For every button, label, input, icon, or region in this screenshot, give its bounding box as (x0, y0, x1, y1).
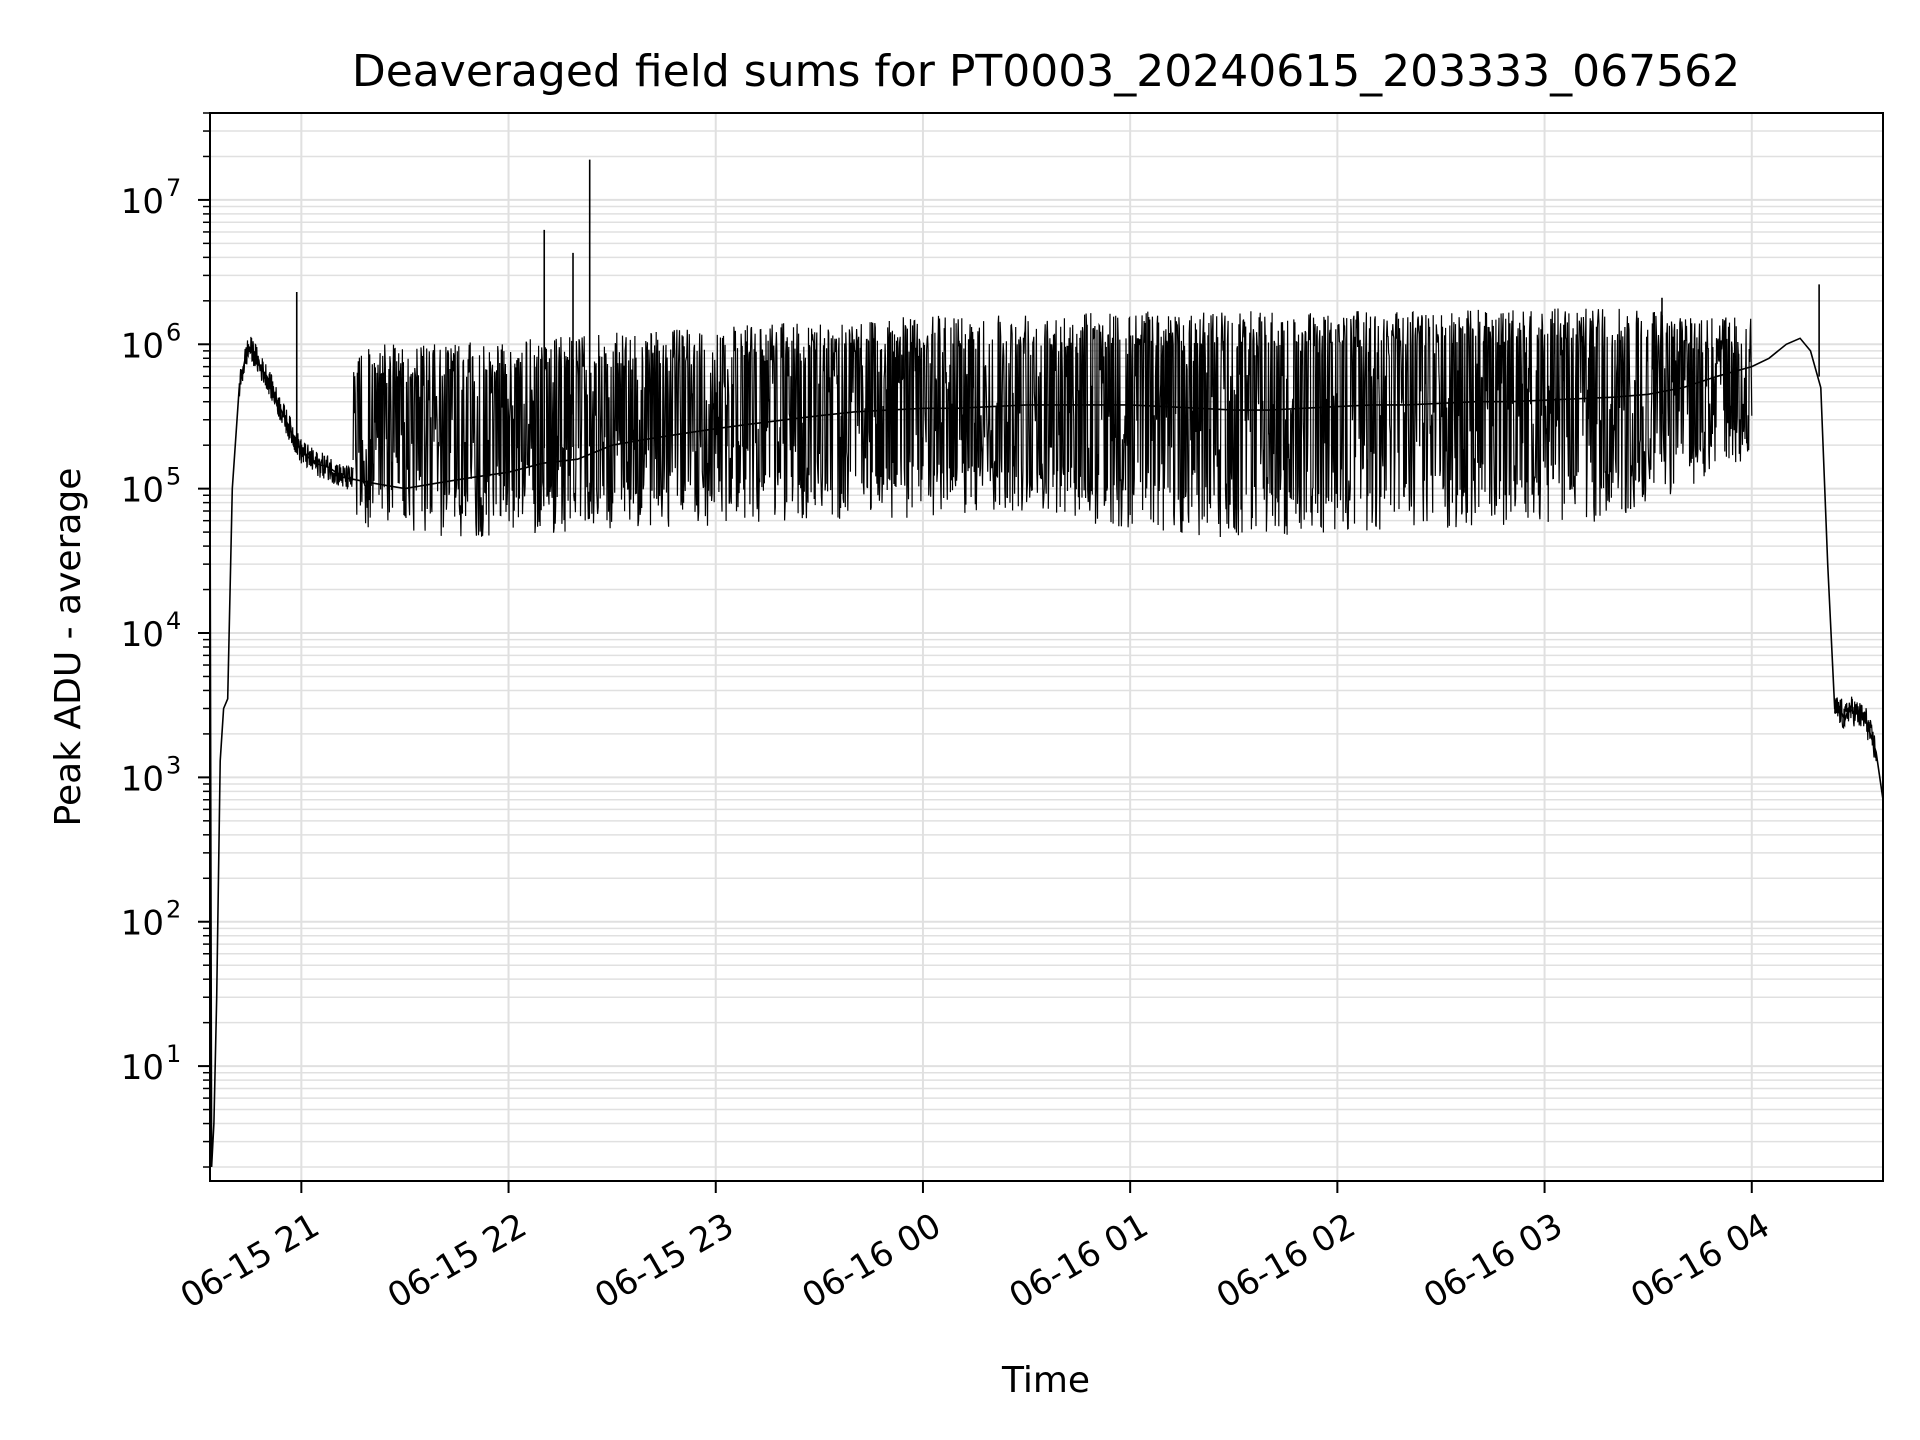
y-axis-label: Peak ADU - average (48, 468, 89, 827)
y-tick-exponent: 1 (166, 1040, 181, 1068)
y-tick-label: 10 (121, 615, 164, 655)
chart-title: Deaveraged field sums for PT0003_2024061… (352, 46, 1740, 97)
series-jitter-start (238, 336, 354, 490)
x-tick-label: 06-15 23 (588, 1206, 740, 1317)
series-band-line (352, 308, 1753, 538)
y-tick-label: 10 (121, 1048, 164, 1088)
y-tick-label: 10 (121, 326, 164, 366)
x-axis-label: Time (1001, 1360, 1090, 1401)
y-tick-label: 10 (121, 759, 164, 799)
y-tick-exponent: 5 (166, 463, 181, 491)
x-tick-label: 06-15 22 (381, 1206, 533, 1317)
x-axis-ticks: 06-15 21 06-15 22 06-15 23 06-16 00 06-16 01… (174, 1181, 1777, 1317)
y-tick-exponent: 3 (166, 751, 181, 779)
y-tick-exponent: 6 (166, 318, 181, 346)
x-tick-label: 06-16 02 (1210, 1206, 1362, 1317)
y-tick-label: 10 (121, 904, 164, 944)
x-tick-label: 06-15 21 (174, 1206, 326, 1317)
y-tick-exponent: 7 (166, 174, 181, 202)
series-jitter-end (1834, 696, 1877, 762)
y-tick-exponent: 4 (166, 607, 181, 635)
data-series (209, 159, 1884, 1168)
x-tick-label: 06-16 00 (795, 1206, 947, 1317)
y-tick-label: 10 (121, 471, 164, 511)
y-tick-label: 10 (121, 182, 164, 222)
grid-lines (210, 112, 1883, 1181)
x-tick-label: 06-16 01 (1003, 1206, 1155, 1317)
y-tick-exponent: 2 (166, 896, 181, 924)
x-tick-label: 06-16 04 (1624, 1206, 1776, 1317)
x-tick-label: 06-16 03 (1417, 1206, 1569, 1317)
